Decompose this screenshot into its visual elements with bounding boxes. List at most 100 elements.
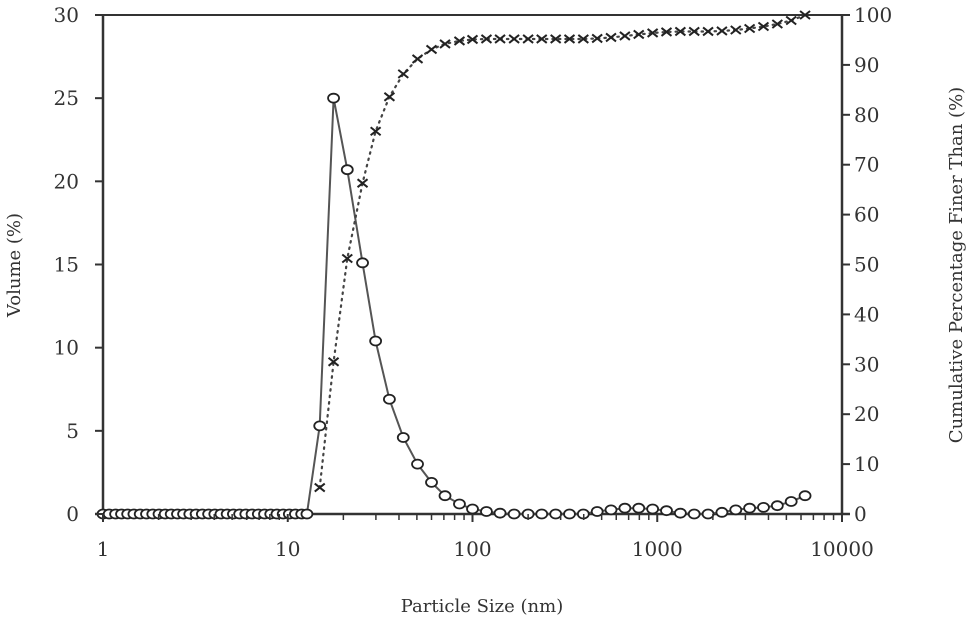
x-marker: [647, 28, 659, 38]
x-marker: [771, 19, 783, 29]
circle-marker: [507, 508, 521, 520]
y2-tick-label: 10: [854, 452, 879, 476]
circle-marker: [453, 498, 466, 510]
x-marker: [439, 39, 451, 49]
x-tick-label: 100: [453, 537, 491, 561]
circle-marker: [327, 92, 340, 104]
y2-tick-label: 80: [854, 103, 879, 127]
x-marker: [383, 92, 396, 102]
circle-marker: [770, 500, 784, 512]
x-marker: [480, 34, 493, 44]
x-marker: [619, 31, 631, 41]
x-marker: [702, 26, 714, 37]
y2-axis-title: Cumulative Percentage Finer Than (%): [946, 87, 967, 443]
x-marker: [716, 26, 728, 36]
y-tick-label: 25: [54, 86, 79, 110]
circle-marker: [466, 503, 479, 515]
circle-marker: [715, 506, 729, 518]
y2-tick-label: 40: [854, 302, 879, 326]
y2-tick-label: 100: [854, 3, 892, 27]
y-tick-label: 10: [54, 336, 79, 360]
circle-marker: [563, 508, 576, 520]
x-marker: [411, 54, 424, 64]
circle-marker: [729, 504, 743, 516]
y-tick-label: 5: [66, 419, 79, 443]
x-tick-label: 10000: [810, 537, 874, 561]
circle-marker: [480, 506, 493, 517]
y-tick-label: 15: [54, 253, 79, 277]
y2-tick-label: 20: [854, 402, 879, 426]
x-marker: [356, 178, 369, 188]
y-tick-label: 0: [66, 502, 79, 526]
x-marker: [370, 126, 382, 137]
y2-tick-label: 50: [854, 253, 879, 277]
circle-marker: [632, 502, 646, 514]
x-marker: [397, 69, 409, 79]
circle-marker: [798, 490, 812, 502]
x-marker: [633, 29, 645, 40]
circle-marker: [618, 502, 632, 514]
x-tick-label: 10: [275, 537, 300, 561]
x-marker: [799, 10, 811, 20]
circle-marker: [411, 458, 424, 470]
x-marker: [660, 27, 673, 37]
circle-marker: [743, 502, 757, 514]
x-marker: [577, 34, 589, 44]
x-marker: [425, 44, 438, 55]
circle-marker: [438, 490, 452, 502]
plot-frame: [95, 14, 850, 516]
circle-marker: [604, 504, 618, 516]
x-marker: [688, 26, 700, 37]
series-layer: [96, 10, 812, 520]
x-marker: [453, 36, 466, 46]
y2-tick-label: 60: [854, 203, 879, 227]
circle-marker: [590, 506, 604, 517]
x-marker: [494, 34, 506, 44]
x-marker: [730, 25, 742, 35]
circle-marker: [313, 420, 327, 432]
circle-marker: [646, 503, 660, 515]
x-marker: [757, 21, 770, 32]
circle-marker: [784, 496, 798, 507]
circle-marker: [549, 508, 563, 520]
x-tick-label: 1: [97, 537, 110, 561]
circle-marker: [660, 505, 673, 517]
x-marker: [508, 34, 520, 44]
circle-marker: [383, 393, 396, 405]
circle-marker: [300, 508, 314, 520]
circle-marker: [701, 508, 715, 520]
y-tick-label: 20: [54, 169, 79, 193]
x-tick-label: 1000: [632, 537, 683, 561]
y2-tick-label: 0: [854, 502, 867, 526]
x-marker: [327, 357, 340, 367]
circle-marker: [356, 257, 369, 269]
circle-marker: [369, 335, 383, 347]
circle-marker: [396, 432, 410, 443]
cumulative-line: [318, 13, 807, 489]
x-marker: [605, 32, 617, 43]
circle-marker: [340, 164, 354, 176]
y-axis-title: Volume (%): [4, 213, 25, 318]
x-marker: [591, 33, 603, 44]
x-marker: [563, 34, 576, 44]
x-marker: [522, 34, 534, 44]
y-tick-label: 30: [54, 3, 79, 27]
y2-tick-label: 90: [854, 53, 879, 77]
x-marker: [466, 34, 479, 45]
volume-line: [103, 98, 806, 515]
circle-marker: [757, 501, 770, 513]
circle-marker: [673, 507, 687, 519]
x-axis-title: Particle Size (nm): [401, 596, 564, 617]
x-marker: [314, 482, 326, 493]
x-marker: [674, 26, 686, 37]
x-marker: [743, 23, 756, 34]
y2-tick-label: 70: [854, 153, 879, 177]
y2-tick-label: 30: [854, 352, 879, 376]
x-marker: [341, 253, 353, 264]
circle-marker: [425, 476, 438, 488]
circle-marker: [687, 508, 701, 520]
x-marker: [536, 34, 548, 44]
x-marker: [785, 15, 797, 26]
